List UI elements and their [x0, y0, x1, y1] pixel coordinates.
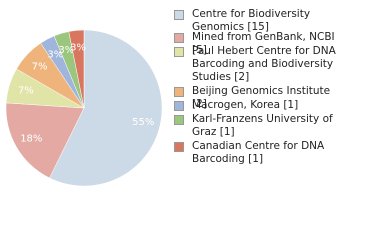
- legend-swatch: [174, 33, 184, 43]
- pie-slice: [5, 102, 85, 179]
- slice-label: 3%: [47, 49, 63, 60]
- slice-label: 18%: [20, 133, 42, 144]
- slice-label: 3%: [70, 42, 86, 53]
- legend-entry: Macrogen, Korea [1]: [174, 99, 374, 112]
- legend-label: Beijing Genomics Institute [2]: [192, 85, 331, 110]
- legend-swatch: [174, 87, 184, 97]
- slice-label: 7%: [32, 61, 48, 72]
- legend-entry: Beijing Genomics Institute [2]: [174, 85, 374, 111]
- legend-label: Paul Hebert Centre for DNA Barcoding and…: [192, 45, 336, 83]
- pie-slice: [49, 29, 163, 187]
- legend-label: Mined from GenBank, NCBI [5]: [192, 31, 335, 56]
- legend-swatch: [174, 47, 184, 57]
- legend-entry: Canadian Centre for DNA Barcoding [1]: [174, 140, 374, 166]
- legend-label: Macrogen, Korea [1]: [192, 99, 299, 111]
- legend-swatch: [174, 142, 184, 152]
- slice-label: 3%: [58, 45, 74, 56]
- legend-entry: Paul Hebert Centre for DNA Barcoding and…: [174, 45, 374, 84]
- legend-label: Centre for Biodiversity Genomics [15]: [192, 8, 311, 33]
- pie: 55%18%7%7%3%3%3%: [5, 29, 163, 187]
- legend-label: Canadian Centre for DNA Barcoding [1]: [192, 140, 325, 165]
- legend-swatch: [174, 101, 184, 111]
- legend-label: Karl-Franzens University of Graz [1]: [192, 113, 333, 138]
- legend-entry: Centre for Biodiversity Genomics [15]: [174, 8, 374, 34]
- legend-swatch: [174, 115, 184, 125]
- slice-label: 55%: [132, 117, 154, 128]
- pie-slice: [68, 29, 85, 109]
- slice-label: 7%: [18, 85, 34, 96]
- legend-swatch: [174, 10, 184, 20]
- legend-entry: Mined from GenBank, NCBI [5]: [174, 31, 374, 57]
- legend-entry: Karl-Franzens University of Graz [1]: [174, 113, 374, 139]
